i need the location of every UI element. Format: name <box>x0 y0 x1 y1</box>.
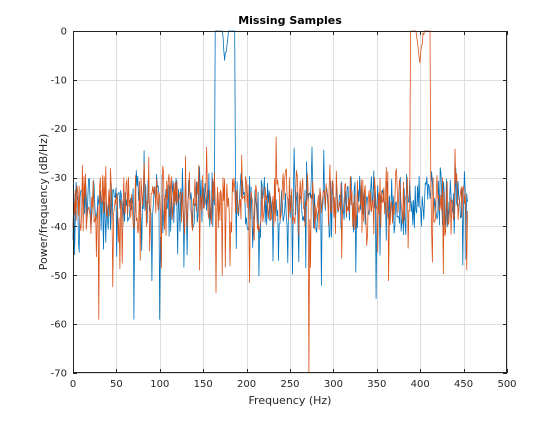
x-tick-label: 400 <box>411 379 430 390</box>
y-tick-label: -20 <box>51 124 67 135</box>
y-axis-label: Power/frequency (dB/Hz) <box>37 134 50 271</box>
y-tick-label: -10 <box>51 75 67 86</box>
x-tick-label: 250 <box>280 379 299 390</box>
x-tick-label: 350 <box>367 379 386 390</box>
y-tick-label: -70 <box>51 369 67 380</box>
x-tick-label: 50 <box>110 379 123 390</box>
x-tick-label: 450 <box>454 379 473 390</box>
x-tick-label: 150 <box>194 379 213 390</box>
y-tick-label: 0 <box>61 27 67 38</box>
x-tick-label: 500 <box>497 379 516 390</box>
x-tick-label: 0 <box>70 379 76 390</box>
y-tick-label: -40 <box>51 222 67 233</box>
chart-title: Missing Samples <box>238 14 342 27</box>
y-axis-ticks: 0 -10 -20 -30 -40 -50 -60 -70 <box>51 27 507 380</box>
x-axis-label: Frequency (Hz) <box>249 394 332 407</box>
series-layer <box>72 30 468 374</box>
x-tick-label: 300 <box>324 379 343 390</box>
x-axis-ticks: 0 50 100 150 200 250 300 350 400 450 500 <box>70 31 517 390</box>
y-tick-label: -50 <box>51 271 67 282</box>
y-tick-label: -30 <box>51 173 67 184</box>
series-2-line <box>72 30 468 374</box>
y-tick-label: -60 <box>51 320 67 331</box>
x-tick-label: 100 <box>150 379 169 390</box>
x-tick-label: 200 <box>237 379 256 390</box>
